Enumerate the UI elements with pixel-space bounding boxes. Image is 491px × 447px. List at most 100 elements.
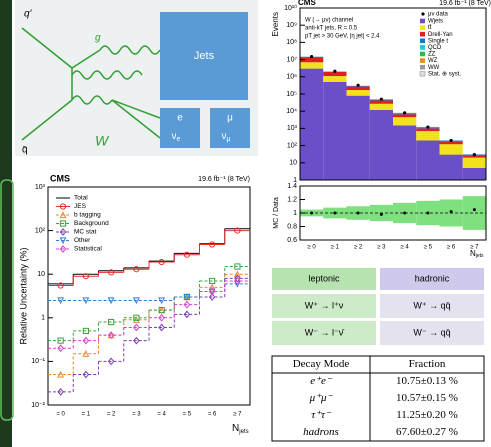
legend-label: WW: [428, 65, 440, 71]
bar-segment: [416, 128, 439, 131]
diagram-label: e: [177, 113, 183, 124]
table-cell-text: 10.75±0.13 %: [396, 375, 458, 387]
table-cell-text: τ⁺τ⁻: [311, 409, 332, 421]
y-tick-label: 1.4: [287, 183, 297, 190]
y-tick-label: 10²: [35, 227, 46, 234]
data-point: [333, 70, 336, 73]
bar-segment: [416, 140, 439, 180]
y-tick-label: 1.2: [287, 196, 297, 203]
x-tick-label: = 6: [208, 412, 217, 418]
bar-segment: [463, 168, 486, 180]
legend-swatch: [420, 39, 425, 44]
x-axis-label: jets: [475, 253, 484, 259]
legend-swatch: [420, 52, 425, 57]
ratio-point: [403, 212, 406, 215]
x-tick-label: = 5: [183, 412, 192, 418]
legend-label: μν data: [428, 12, 448, 18]
data-point: [357, 84, 360, 87]
chart-panel: [15, 162, 258, 447]
y-tick-label: 10³: [287, 125, 298, 132]
y-tick-label: 10: [289, 160, 297, 167]
diagram-label: μ: [226, 136, 230, 143]
legend-label: Drell-Yan: [428, 32, 453, 38]
legend-label: ZZ: [428, 52, 436, 58]
legend-label: b tagging: [74, 212, 101, 219]
legend-label: MC stat: [74, 229, 97, 236]
y-tick-label: 1: [41, 315, 45, 322]
ratio-point: [426, 212, 429, 215]
x-tick-label: ≥ 1: [331, 245, 340, 251]
y-tick-label: 10⁷: [287, 56, 298, 63]
legend-label: Wjets: [428, 19, 443, 25]
table-cell-text: 11.25±0.20 %: [396, 409, 458, 421]
legend-swatch: [420, 19, 425, 24]
diagram-label: q̄: [22, 145, 28, 156]
table-cell-text: e⁺e⁻: [310, 375, 333, 387]
x-tick-label: ≥ 7: [233, 412, 242, 418]
chart-title: CMS: [298, 0, 316, 7]
annotation: pT jet > 30 GeV, |η jet| < 2.4: [305, 34, 380, 40]
bar-segment: [440, 142, 463, 145]
table-header: Decay Mode: [293, 358, 350, 370]
bar-segment: [463, 158, 486, 168]
y-axis-label: Events: [271, 12, 280, 36]
table-cell-text: 67.60±0.27 %: [396, 426, 458, 438]
diagram-label: W: [95, 133, 110, 149]
x-tick-label: = 3: [132, 412, 141, 418]
x-tick-label: ≥ 2: [354, 245, 363, 251]
bar-segment: [393, 117, 416, 125]
annotation: W (→ μν) channel: [305, 18, 353, 24]
ratio-point: [380, 213, 383, 216]
data-point: [450, 139, 453, 142]
y-tick-label: 10⁵: [286, 91, 297, 98]
diagram-label: μ: [227, 113, 233, 124]
legend-label: JES: [74, 203, 87, 210]
x-tick-label: = 0: [56, 412, 65, 418]
table-cell-text: W⁺ → qq̄: [413, 300, 450, 310]
x-tick-label: = 4: [157, 412, 166, 418]
legend-label: Single t: [428, 38, 448, 44]
table-cell-text: μ⁺μ⁻: [309, 392, 334, 404]
chart-subtitle: 19.6 fb⁻¹ (8 TeV): [198, 176, 250, 183]
y-tick-label: 10³: [35, 184, 46, 191]
table-cell-text: hadrons: [303, 426, 339, 438]
table-header: hadronic: [415, 273, 450, 283]
bar-segment: [347, 87, 370, 90]
ratio-point: [450, 210, 453, 213]
data-point: [426, 125, 429, 128]
x-tick-label: ≥ 6: [447, 245, 456, 251]
x-tick-label: ≥ 0: [307, 245, 316, 251]
side-strip: [0, 0, 12, 447]
bar-segment: [323, 82, 346, 180]
y-tick-label: 10¹⁰: [284, 4, 297, 12]
legend-label: WZ: [428, 58, 438, 64]
annotation: anti-kT jets, R = 0.5: [305, 26, 358, 32]
diagram-label: q': [24, 9, 33, 20]
x-tick-label: ≥ 4: [400, 245, 409, 251]
y-tick-label: 10⁴: [286, 108, 297, 115]
legend-swatch: [421, 12, 424, 15]
legend-swatch: [420, 25, 425, 30]
page: q' q̄ g W Jets e νe μ νμ CMS19.6 fb⁻¹ (8…: [0, 0, 491, 447]
legend-swatch: [420, 45, 425, 50]
y-tick-label: 10: [37, 271, 45, 278]
y-tick-label: 1: [293, 210, 297, 217]
bar-segment: [370, 100, 393, 103]
bar-segment: [370, 104, 393, 110]
y-tick-label: 10⁻²: [31, 402, 45, 409]
ratio-point: [357, 212, 360, 215]
table-cell-text: W⁻ → qq̄: [413, 327, 450, 337]
y-tick-label: 10⁹: [286, 22, 297, 29]
chart-subtitle: 19.6 fb⁻¹ (8 TeV): [439, 0, 491, 7]
legend-swatch: [420, 58, 425, 63]
diagram-label: e: [177, 136, 181, 143]
bar-segment: [370, 110, 393, 180]
ratio-point: [333, 212, 336, 215]
legend-label: tt̄: [428, 24, 432, 31]
x-tick-label: ≥ 5: [424, 245, 433, 251]
legend-label: Other: [74, 237, 91, 244]
legend-label: Statistical: [74, 246, 102, 253]
y-axis-label: Relative Uncertainty (%): [18, 247, 28, 344]
y-axis-label: MC / Data: [273, 197, 280, 229]
y-tick-label: 10²: [287, 142, 298, 149]
